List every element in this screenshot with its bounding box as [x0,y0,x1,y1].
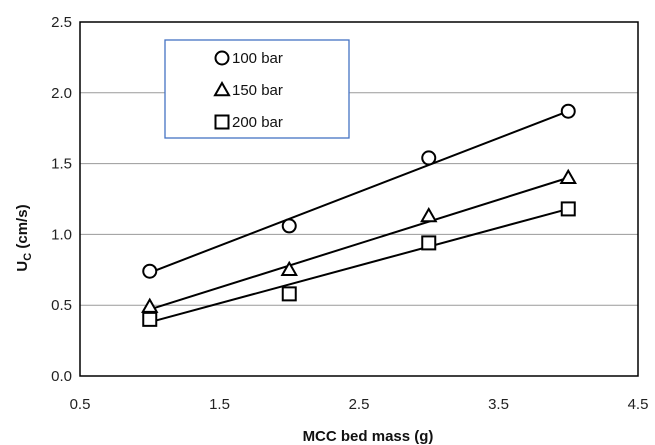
y-tick-label: 2.0 [51,85,72,102]
y-tick-label: 2.5 [51,14,72,31]
legend-label-100-bar: 100 bar [232,50,283,67]
x-tick-label: 1.5 [209,396,230,413]
data-point-100-bar [422,151,435,164]
data-point-200-bar [143,313,156,326]
data-point-150-bar [143,300,157,312]
trendline-150-bar [150,178,569,310]
legend-label-200-bar: 200 bar [232,114,283,131]
x-tick-label: 3.5 [488,396,509,413]
x-tick-label: 2.5 [349,396,370,413]
data-point-150-bar [561,171,575,183]
x-tick-labels: 0.5 1.5 2.5 3.5 4.5 [70,396,649,413]
data-point-200-bar [283,287,296,300]
y-axis-title-main: U [14,261,31,272]
data-point-100-bar [143,265,156,278]
x-axis-title: MCC bed mass (g) [303,428,434,445]
y-tick-label: 0.5 [51,297,72,314]
y-tick-labels: 0.0 0.5 1.0 1.5 2.0 2.5 [51,14,72,385]
data-point-200-bar [422,236,435,249]
y-axis-title-subscript: C [22,253,34,261]
y-tick-label: 1.0 [51,226,72,243]
data-point-150-bar [422,209,436,221]
gridlines [80,93,638,305]
y-axis-title: UC (cm/s) [14,204,34,271]
data-point-100-bar [283,219,296,232]
y-tick-label: 0.0 [51,368,72,385]
legend: 100 bar 150 bar 200 bar [165,40,349,138]
plot-area-frame [80,22,638,376]
x-tick-label: 4.5 [628,396,649,413]
legend-marker-100-bar [216,52,229,65]
data-point-200-bar [562,202,575,215]
legend-marker-200-bar [216,116,229,129]
y-tick-label: 1.5 [51,156,72,173]
y-axis-title-unit: (cm/s) [14,204,31,252]
x-tick-label: 0.5 [70,396,91,413]
trendlines [150,111,569,322]
data-point-100-bar [562,105,575,118]
legend-label-150-bar: 150 bar [232,82,283,99]
